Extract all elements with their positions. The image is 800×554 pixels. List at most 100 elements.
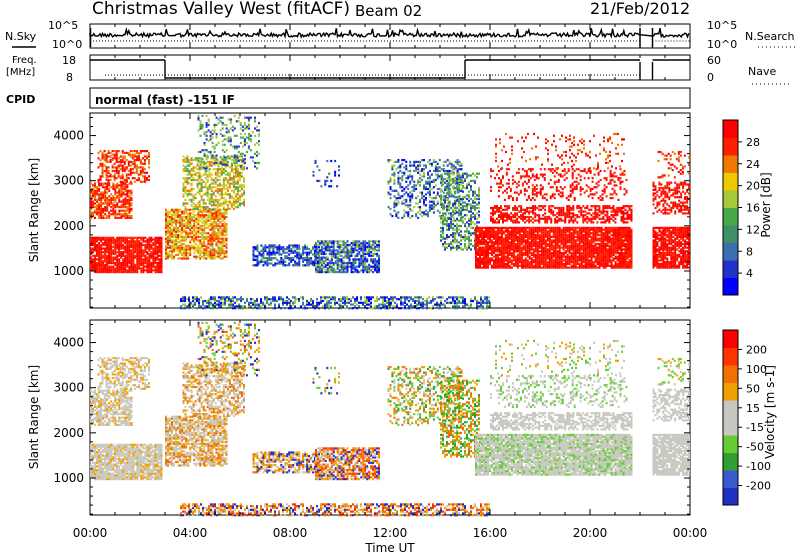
power-cell (167, 221, 169, 224)
power-cell (336, 240, 339, 243)
power-cell (526, 226, 529, 229)
power-cell (428, 189, 431, 192)
power-cell (143, 155, 146, 158)
power-cell (360, 263, 363, 266)
power-cell (506, 226, 509, 229)
power-cell (229, 127, 232, 130)
power-cell (510, 266, 513, 269)
power-cell (207, 217, 210, 220)
power-cell (475, 253, 477, 256)
power-cell (498, 262, 501, 266)
power-cell (169, 219, 171, 222)
power-cell (510, 255, 513, 258)
power-cell (492, 226, 495, 229)
power-cell (127, 173, 130, 176)
power-cell (344, 251, 347, 254)
power-cell (213, 150, 216, 154)
power-cell (97, 180, 100, 183)
power-cell (181, 221, 184, 224)
power-cell (207, 118, 210, 121)
power-cell (288, 257, 291, 260)
power-cell (230, 206, 233, 209)
power-cell (354, 245, 357, 248)
power-cell (320, 262, 323, 265)
power-cell (237, 120, 240, 123)
power-cell (203, 243, 206, 246)
power-cell (135, 171, 138, 174)
power-cell (211, 230, 214, 233)
power-cell (530, 253, 533, 256)
power-cell (450, 193, 453, 196)
power-cell (249, 134, 252, 137)
power-cell (137, 157, 140, 160)
power-cell (452, 223, 454, 226)
power-cell (200, 166, 203, 169)
power-cell (432, 202, 435, 205)
power-cell (405, 160, 408, 163)
power-cell (104, 267, 107, 270)
power-cell (458, 214, 460, 217)
power-cell (417, 180, 420, 183)
power-cell (510, 252, 513, 255)
power-cell (223, 239, 226, 242)
power-cell (124, 245, 127, 248)
power-cell (368, 245, 371, 248)
power-cell (288, 264, 291, 267)
power-cell (452, 203, 454, 206)
power-cell (512, 244, 515, 247)
power-cell (494, 248, 497, 251)
power-cell (338, 240, 341, 243)
power-cell (100, 238, 103, 241)
power-cell (128, 247, 131, 250)
power-cell (169, 246, 171, 249)
power-cell (428, 207, 431, 210)
power-cell (332, 252, 335, 256)
power-cell (498, 226, 501, 229)
power-cell (119, 160, 122, 163)
power-cell (221, 134, 224, 137)
power-cell (225, 131, 228, 134)
power-cell (474, 217, 476, 220)
power-cell (288, 258, 291, 261)
power-cell (322, 271, 325, 274)
power-cell (526, 264, 529, 267)
power-cell (235, 156, 238, 159)
power-cell (526, 250, 529, 253)
power-cell (490, 241, 493, 244)
power-cell (487, 255, 489, 258)
power-cell (215, 217, 218, 220)
power-cell (199, 210, 202, 213)
power-cell (220, 169, 223, 173)
power-cell (236, 180, 239, 183)
power-cell (528, 228, 531, 231)
power-cell (494, 262, 497, 266)
power-cell (211, 228, 214, 231)
power-scatter (90, 114, 690, 310)
power-cell (395, 168, 398, 171)
power-cell (490, 243, 493, 246)
power-cell (104, 251, 107, 254)
power-cell (506, 252, 509, 255)
power-cell (92, 189, 94, 192)
power-cell (202, 164, 205, 167)
power-cell (227, 136, 230, 139)
power-cell (173, 234, 176, 237)
power-cell (542, 243, 545, 246)
power-cell (403, 189, 406, 192)
power-cell (96, 271, 98, 274)
power-cell (94, 245, 96, 248)
power-cell (393, 164, 396, 167)
power-cell (175, 244, 178, 247)
power-cell (536, 241, 539, 244)
power-cell (487, 228, 489, 231)
power-cell (217, 244, 220, 247)
power-cell (213, 147, 216, 150)
power-cell (530, 226, 533, 229)
power-cell (454, 235, 456, 238)
power-cell (542, 253, 545, 256)
power-cell (472, 226, 474, 229)
power-cell (272, 253, 275, 256)
power-cell (128, 269, 131, 272)
power-cell (205, 250, 208, 253)
power-cell (508, 232, 511, 235)
